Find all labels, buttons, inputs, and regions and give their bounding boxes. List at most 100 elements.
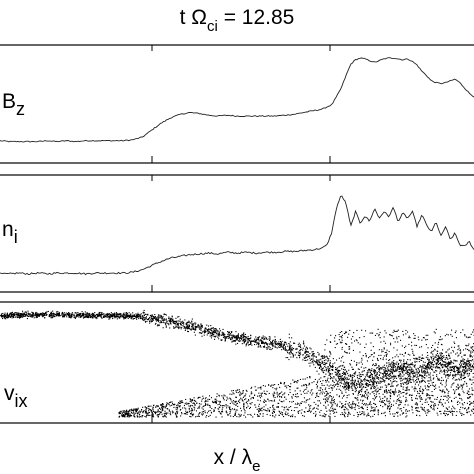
- vix-beam-point: [439, 362, 441, 364]
- vix-beam-point: [435, 367, 437, 369]
- vix-cloud-point: [263, 392, 265, 394]
- vix-beam-point: [128, 316, 130, 318]
- vix-beam-point: [19, 317, 21, 319]
- vix-beam-point: [176, 320, 178, 322]
- vix-cloud-point: [309, 383, 311, 385]
- vix-beam-point: [11, 312, 13, 314]
- vix-cloud-point: [281, 406, 283, 408]
- vix-beam-point: [332, 379, 334, 381]
- vix-cloud-point: [145, 416, 147, 418]
- vix-cloud-point: [441, 371, 443, 373]
- vix-cloud-point: [366, 375, 368, 377]
- vix-beam-point: [97, 316, 99, 318]
- vix-shock-point: [457, 345, 459, 347]
- vix-beam-point: [236, 336, 238, 338]
- vix-beam-point: [154, 323, 156, 325]
- vix-shock-point: [456, 401, 458, 403]
- vix-cloud-point: [315, 393, 317, 395]
- vix-cloud-point: [129, 414, 131, 416]
- vix-cloud-point: [225, 404, 227, 406]
- vix-beam-point: [142, 317, 144, 319]
- vix-beam-point: [71, 315, 73, 317]
- vix-cloud-point: [277, 406, 279, 408]
- vix-beam-point: [184, 319, 186, 321]
- vix-cloud-point: [361, 374, 363, 376]
- vix-cloud-point: [435, 363, 437, 365]
- vix-beam-point: [346, 381, 348, 383]
- vix-cloud-point: [388, 391, 390, 393]
- vix-cloud-point: [276, 393, 278, 395]
- vix-cloud-point: [135, 408, 137, 410]
- vix-cloud-point: [418, 393, 420, 395]
- vix-beam-point: [324, 366, 326, 368]
- vix-cloud-point: [294, 395, 296, 397]
- vix-cloud-point: [271, 384, 273, 386]
- vix-beam-point: [292, 355, 294, 357]
- vix-cloud-point: [135, 412, 137, 414]
- vix-beam-point: [85, 315, 87, 317]
- vix-cloud-point: [216, 400, 218, 402]
- vix-cloud-point: [191, 399, 193, 401]
- vix-beam-point: [33, 313, 35, 315]
- vix-beam-point: [39, 313, 41, 315]
- vix-beam-point: [466, 370, 468, 372]
- vix-cloud-point: [381, 401, 383, 403]
- vix-beam-point: [81, 316, 83, 318]
- vix-shock-point: [397, 356, 399, 358]
- vix-beam-point: [111, 314, 113, 316]
- vix-beam-point: [214, 331, 216, 333]
- vix-cloud-point: [329, 392, 331, 394]
- vix-beam-point: [242, 337, 244, 339]
- vix-beam-point: [136, 315, 138, 317]
- vix-beam-point: [463, 373, 465, 375]
- vix-cloud-point: [436, 412, 438, 414]
- vix-beam-point: [467, 372, 469, 374]
- vix-cloud-point: [308, 384, 310, 386]
- vix-beam-point: [214, 336, 216, 338]
- vix-cloud-point: [135, 410, 137, 412]
- vix-beam-point: [409, 366, 411, 368]
- vix-beam-point: [296, 348, 298, 350]
- vix-cloud-point: [407, 386, 409, 388]
- vix-cloud-point: [201, 400, 203, 402]
- vix-cloud-point: [440, 363, 442, 365]
- vix-beam-point: [331, 373, 333, 375]
- vix-cloud-point: [438, 356, 440, 358]
- vix-cloud-point: [155, 411, 157, 413]
- vix-cloud-point: [427, 410, 429, 412]
- vix-beam-point: [461, 371, 463, 373]
- vix-beam-point: [206, 329, 208, 331]
- vix-shock-point: [356, 363, 358, 365]
- vix-cloud-point: [406, 387, 408, 389]
- vix-cloud-point: [311, 394, 313, 396]
- vix-cloud-point: [462, 390, 464, 392]
- vix-cloud-point: [456, 360, 458, 362]
- vix-cloud-point: [430, 367, 432, 369]
- vix-cloud-point: [406, 361, 408, 363]
- vix-beam-point: [384, 370, 386, 372]
- vix-beam-point: [169, 317, 171, 319]
- vix-cloud-point: [229, 408, 231, 410]
- vix-cloud-point: [272, 415, 274, 417]
- vix-cloud-point: [194, 400, 196, 402]
- vix-beam-point: [316, 359, 318, 361]
- vix-beam-point: [318, 364, 320, 366]
- vix-cloud-point: [285, 406, 287, 408]
- vix-beam-point: [163, 314, 165, 316]
- vix-beam-point: [305, 346, 307, 348]
- vix-beam-point: [228, 332, 230, 334]
- vix-cloud-point: [229, 411, 231, 413]
- vix-shock-point: [408, 389, 410, 391]
- vix-beam-point: [35, 316, 37, 318]
- vix-shock-point: [367, 398, 369, 400]
- vix-cloud-point: [129, 409, 131, 411]
- vix-beam-point: [33, 317, 35, 319]
- vix-cloud-point: [268, 392, 270, 394]
- vix-beam-point: [75, 316, 77, 318]
- vix-beam-point: [41, 314, 43, 316]
- vix-cloud-point: [146, 414, 148, 416]
- vix-cloud-point: [151, 411, 153, 413]
- vix-beam-point: [310, 362, 312, 364]
- vix-cloud-point: [368, 368, 370, 370]
- vix-cloud-point: [250, 403, 252, 405]
